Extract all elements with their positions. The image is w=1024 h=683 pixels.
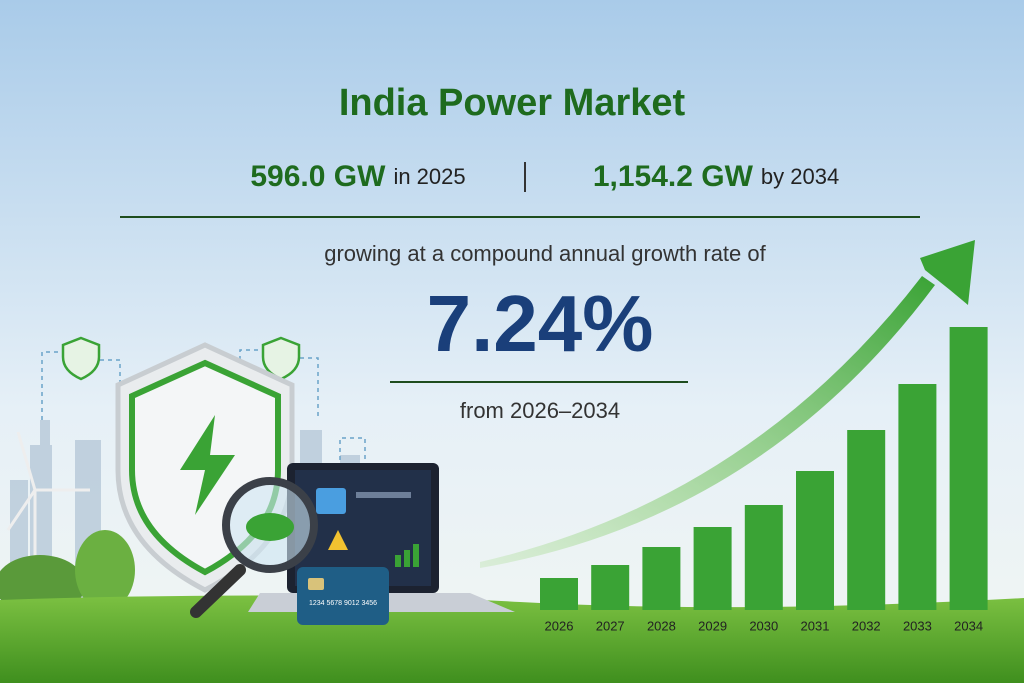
bar (898, 384, 937, 610)
card-number: 1234 5678 9012 3456 (309, 600, 377, 607)
x-tick-label: 2027 (596, 618, 625, 633)
stat-label: by 2034 (761, 164, 839, 189)
profile-icon (316, 488, 346, 514)
bar (744, 505, 783, 610)
stat-2034: 1,154.2 GW by 2034 (593, 160, 839, 193)
grass (0, 595, 1024, 683)
stat-value: 596.0 GW (250, 160, 386, 193)
stat-value: 1,154.2 GW (593, 160, 754, 193)
eye-icon (246, 513, 294, 541)
cagr: 7.24% (427, 279, 654, 368)
card (297, 567, 389, 625)
mini-bars (395, 544, 419, 567)
x-tick-label: 2034 (954, 618, 983, 633)
bar (540, 578, 578, 610)
plant (75, 530, 135, 610)
magnifier-handle (190, 564, 246, 618)
bar (642, 547, 681, 610)
stat-label: in 2025 (393, 164, 465, 189)
bar (847, 430, 886, 610)
bar (591, 565, 630, 610)
bar (796, 471, 834, 610)
growth-text: growing at a compound annual growth rate… (324, 241, 766, 266)
warning-icon (328, 530, 348, 550)
x-tick-label: 2026 (545, 618, 574, 633)
lightning-icon (180, 415, 235, 515)
x-tick-label: 2030 (749, 618, 778, 633)
x-tick-label: 2029 (698, 618, 727, 633)
bar (949, 327, 988, 610)
title: India Power Market (339, 82, 686, 124)
stat-2025: 596.0 GW in 2025 (250, 160, 465, 193)
card-chip (308, 578, 324, 590)
x-tick-label: 2033 (903, 618, 932, 633)
period: from 2026–2034 (460, 398, 620, 423)
text-line (356, 492, 411, 498)
x-tick-label: 2032 (852, 618, 881, 633)
x-tick-label: 2031 (801, 618, 830, 633)
bar (693, 527, 732, 610)
x-tick-label: 2028 (647, 618, 676, 633)
arrow-head (920, 240, 975, 305)
bar-chart: 2026 2027 2028 2029 2030 2031 2032 2033 2034 (540, 327, 988, 633)
